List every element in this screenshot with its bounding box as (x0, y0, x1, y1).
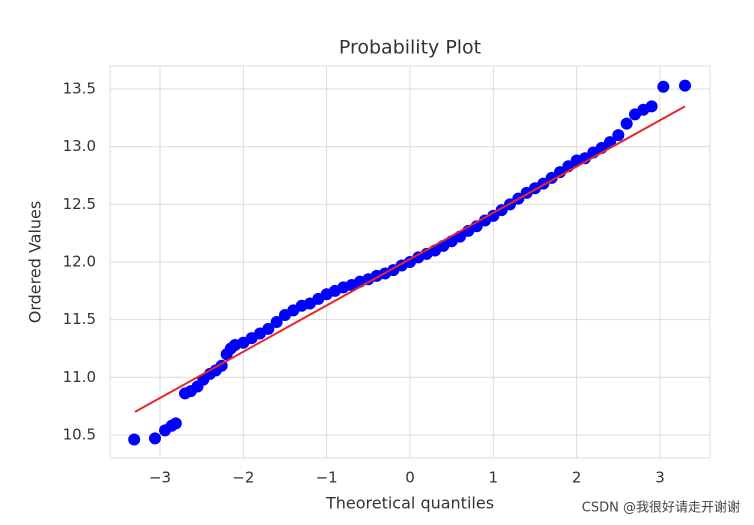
y-tick-label: 12.0 (63, 253, 96, 271)
point (487, 209, 500, 222)
point (169, 417, 182, 430)
y-tick-label: 11.0 (63, 368, 96, 386)
x-tick-label: −1 (316, 469, 338, 487)
point (679, 79, 691, 92)
y-axis-label: Ordered Values (26, 201, 45, 323)
y-tick-label: 13.0 (63, 137, 96, 155)
point (545, 171, 558, 184)
y-tick-label: 13.5 (63, 80, 96, 98)
point (128, 433, 141, 446)
x-tick-label: −2 (232, 469, 254, 487)
y-tick-label: 12.5 (63, 195, 96, 213)
point (657, 80, 670, 93)
fit-line (134, 105, 686, 413)
watermark: CSDN @我很好请走开谢谢 (582, 500, 740, 516)
y-tick-label: 10.5 (63, 425, 96, 443)
point (270, 315, 283, 328)
point (262, 322, 275, 335)
y-tick-label: 11.5 (63, 310, 96, 328)
x-tick-label: 3 (655, 469, 665, 487)
point (612, 129, 625, 142)
x-tick-label: 0 (405, 469, 415, 487)
x-tick-label: −3 (149, 469, 171, 487)
chart-title: Probability Plot (339, 37, 481, 59)
point (645, 100, 658, 113)
point (149, 432, 161, 445)
x-axis-label: Theoretical quantiles (325, 494, 494, 513)
plot-frame (109, 65, 711, 459)
x-tick-label: 1 (489, 469, 499, 487)
point (604, 136, 616, 149)
x-tick-label: 2 (572, 469, 582, 487)
point (620, 117, 633, 130)
